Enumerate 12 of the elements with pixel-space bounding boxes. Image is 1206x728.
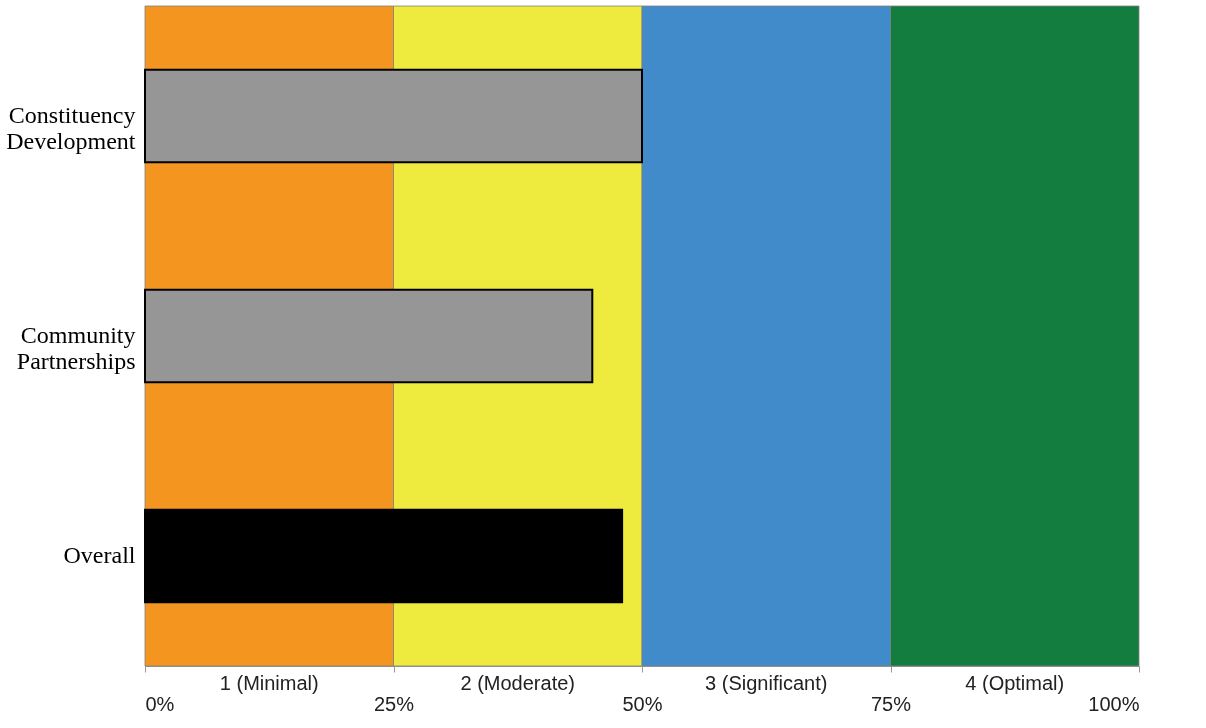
band-label: 3 (Significant) [705,672,828,694]
x-tick-label: 25% [373,692,415,715]
band-label: 4 (Optimal) [965,672,1065,694]
band-label: 1 (Minimal) [219,672,319,694]
x-tick-label: 75% [870,692,912,715]
y-tick-label: Constituency Development [6,102,136,154]
band-label: 2 (Moderate) [460,672,575,694]
y-tick-label: Overall [63,542,136,568]
y-tick-label: Community Partnerships [16,322,136,374]
x-tick-label: 50% [622,692,663,715]
x-tick-label: 100% [1088,692,1140,715]
x-tick-label: 0% [145,692,175,715]
